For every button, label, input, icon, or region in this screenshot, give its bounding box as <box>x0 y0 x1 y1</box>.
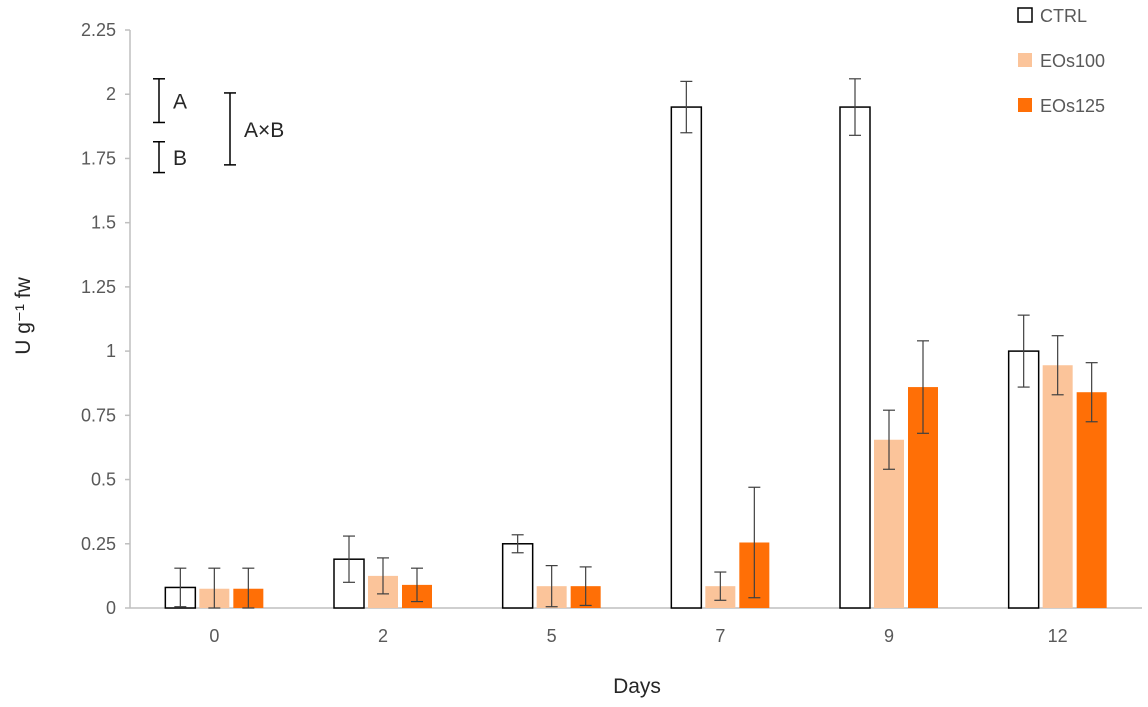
y-tick-label: 1.75 <box>81 148 116 168</box>
bar <box>501 543 534 609</box>
significance-label: B <box>173 147 187 170</box>
y-axis-ticks: 0 0.25 0.5 0.75 1 1.25 1.5 1.75 2 2.25 <box>81 20 130 618</box>
legend: CTRL EOs100 EOs125 <box>1017 6 1105 116</box>
bar <box>1007 350 1040 609</box>
x-tick-label: 0 <box>209 626 219 646</box>
y-tick-label: 0.75 <box>81 405 116 425</box>
y-tick-label: 2 <box>106 84 116 104</box>
bar <box>1042 365 1073 608</box>
y-tick-label: 1.5 <box>91 213 116 233</box>
bar <box>670 106 703 609</box>
legend-label: EOs100 <box>1040 51 1105 71</box>
legend-swatch <box>1018 98 1032 112</box>
x-axis-title: Days <box>613 675 661 698</box>
y-tick-label: 0.5 <box>91 470 116 490</box>
legend-label: EOs125 <box>1040 96 1105 116</box>
x-tick-label: 5 <box>547 626 557 646</box>
bar <box>839 106 871 609</box>
significance-bars: A B A×B <box>153 78 284 174</box>
x-tick-label: 9 <box>884 626 894 646</box>
legend-label: CTRL <box>1040 6 1087 26</box>
significance-label: A×B <box>244 119 284 142</box>
significance-label: A <box>173 91 187 114</box>
chart-axes <box>129 30 1142 609</box>
legend-swatch <box>1017 7 1033 23</box>
y-tick-label: 1 <box>106 341 116 361</box>
y-tick-label: 0.25 <box>81 534 116 554</box>
bar <box>1076 392 1107 608</box>
x-axis-ticks: 0 2 5 7 9 12 <box>209 626 1067 646</box>
x-tick-label: 2 <box>378 626 388 646</box>
error-bars <box>174 78 1098 609</box>
y-axis-title: U g⁻¹ fw <box>12 276 35 354</box>
legend-swatch <box>1018 53 1032 67</box>
bar-series <box>164 106 1107 609</box>
x-tick-label: 12 <box>1048 626 1068 646</box>
y-tick-label: 1.25 <box>81 277 116 297</box>
y-tick-label: 0 <box>106 598 116 618</box>
y-tick-label: 2.25 <box>81 20 116 40</box>
x-tick-label: 7 <box>715 626 725 646</box>
